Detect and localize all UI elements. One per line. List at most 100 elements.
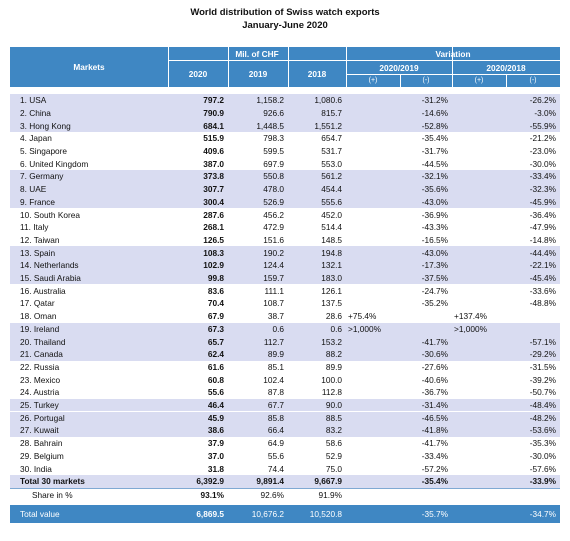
table-cell: -17.3% xyxy=(421,260,448,271)
header-cell: (-) xyxy=(422,77,430,84)
table-cell: -30.6% xyxy=(421,349,448,360)
table-cell: -46.5% xyxy=(421,412,448,423)
table-cell: -36.7% xyxy=(421,387,448,398)
table-cell: 553.0 xyxy=(321,158,342,169)
row-background xyxy=(10,119,560,133)
market-name: 11. Italy xyxy=(20,222,49,233)
row-background xyxy=(10,411,560,425)
table-cell: -53.6% xyxy=(529,425,556,436)
table-cell: 387.0 xyxy=(203,158,224,169)
table-cell: 70.4 xyxy=(207,298,224,309)
header-divider xyxy=(168,47,169,87)
table-cell: 531.7 xyxy=(321,146,342,156)
table-cell: 126.1 xyxy=(321,285,342,296)
row-background xyxy=(10,195,560,209)
market-name: 6. United Kingdom xyxy=(20,158,89,169)
table-cell: >1,000% xyxy=(348,323,381,334)
market-name: Share in % xyxy=(32,489,73,500)
table-cell: -41.7% xyxy=(421,336,448,347)
table-cell: 37.0 xyxy=(207,450,224,461)
market-name: 5. Singapore xyxy=(20,146,68,156)
table-cell: -30.0% xyxy=(529,158,556,169)
table-cell: -31.2% xyxy=(421,95,448,106)
market-name: 19. Ireland xyxy=(20,323,60,334)
table-cell: 124.4 xyxy=(263,260,284,271)
market-name: 30. India xyxy=(20,463,52,474)
market-name: 1. USA xyxy=(20,95,47,106)
market-name: 12. Taiwan xyxy=(20,234,60,245)
table-cell: -35.7% xyxy=(421,509,448,520)
row-background xyxy=(10,271,560,285)
table-cell: 38.6 xyxy=(207,425,224,436)
table-cell: 52.9 xyxy=(325,450,342,461)
table-cell: 300.4 xyxy=(203,196,224,207)
table-cell: -52.8% xyxy=(421,120,448,131)
table-cell: -43.3% xyxy=(421,222,448,233)
table-cell: 91.9% xyxy=(318,489,342,500)
table-cell: 108.7 xyxy=(263,298,284,309)
table-cell: 684.1 xyxy=(203,120,224,131)
table-cell: 108.3 xyxy=(203,247,224,258)
table-cell: -41.7% xyxy=(421,438,448,449)
table-cell: -33.6% xyxy=(529,285,556,296)
table-cell: -40.6% xyxy=(421,374,448,385)
table-cell: 514.4 xyxy=(321,222,342,233)
table-cell: 102.4 xyxy=(263,374,284,385)
header-cell: 2019 xyxy=(248,69,268,79)
market-name: 24. Austria xyxy=(20,387,60,398)
market-name: 29. Belgium xyxy=(20,450,64,461)
header-cell: Variation xyxy=(435,49,471,59)
table-cell: 55.6 xyxy=(207,387,224,398)
table-cell: 268.1 xyxy=(203,222,224,233)
market-name: 20. Thailand xyxy=(20,336,66,347)
table-cell: 183.0 xyxy=(321,273,342,283)
table-cell: 88.2 xyxy=(325,349,342,360)
table-cell: 926.6 xyxy=(263,107,284,118)
table-cell: 85.8 xyxy=(267,412,284,423)
table-cell: 815.7 xyxy=(321,107,342,118)
table-cell: -24.7% xyxy=(421,285,448,296)
table-cell: 1,448.5 xyxy=(256,120,284,131)
table-cell: 92.6% xyxy=(260,489,284,500)
table-cell: >1,000% xyxy=(454,323,487,334)
table-cell: 64.9 xyxy=(267,438,284,449)
table-cell: +137.4% xyxy=(454,311,487,322)
title-line: World distribution of Swiss watch export… xyxy=(190,7,380,18)
table-cell: 798.3 xyxy=(263,133,284,144)
table-cell: 89.9 xyxy=(267,349,284,360)
table-cell: 515.9 xyxy=(203,133,224,144)
table-cell: -34.7% xyxy=(529,509,556,520)
table-header xyxy=(10,47,560,87)
table-cell: 287.6 xyxy=(203,209,224,220)
header-divider xyxy=(288,47,289,87)
table-cell: 111.1 xyxy=(264,285,284,296)
market-name: 3. Hong Kong xyxy=(20,120,71,131)
table-cell: -29.2% xyxy=(529,349,556,360)
market-name: 18. Oman xyxy=(20,311,57,322)
table-cell: -21.2% xyxy=(529,133,556,144)
header-divider xyxy=(452,47,453,87)
table-cell: 85.1 xyxy=(267,361,284,372)
header-cell: (+) xyxy=(474,77,484,84)
table-cell: -16.5% xyxy=(421,234,448,245)
table-cell: 456.2 xyxy=(263,209,284,220)
market-name: 23. Mexico xyxy=(20,374,61,385)
table-cell: 67.3 xyxy=(207,323,224,334)
table-cell: 58.6 xyxy=(325,438,342,449)
table-cell: 45.9 xyxy=(207,412,224,423)
table-cell: 60.8 xyxy=(207,374,224,385)
row-background xyxy=(10,505,560,524)
row-background xyxy=(10,246,560,260)
table-cell: 6,869.5 xyxy=(196,509,224,520)
table-cell: -32.1% xyxy=(421,171,448,182)
row-background xyxy=(10,424,560,437)
table-cell: 37.9 xyxy=(207,438,224,449)
market-name: 13. Spain xyxy=(20,247,56,258)
table-cell: -43.0% xyxy=(421,196,448,207)
table-cell: 88.5 xyxy=(325,412,342,423)
row-background xyxy=(10,398,560,412)
table-cell: 61.6 xyxy=(207,361,224,372)
row-background xyxy=(10,259,560,272)
header-divider xyxy=(228,47,229,87)
